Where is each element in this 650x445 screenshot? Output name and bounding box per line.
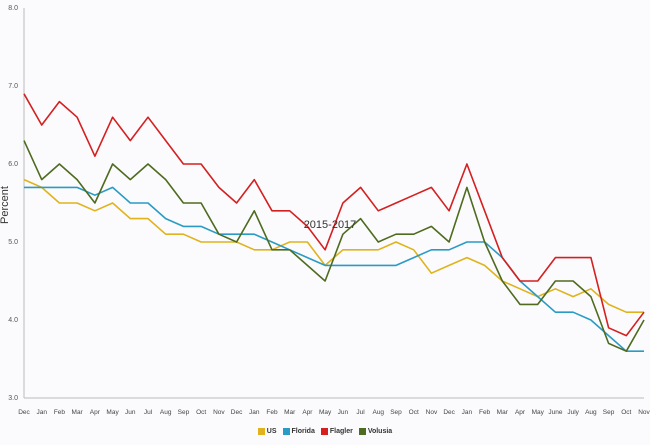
legend-swatch	[358, 428, 366, 435]
legend-label: Flagler	[329, 428, 353, 435]
legend-item-flagler: Flagler	[320, 428, 353, 435]
x-tick-label: Jul	[144, 409, 153, 416]
y-tick-label: 7.0	[8, 83, 18, 90]
legend-label: US	[266, 428, 277, 435]
y-tick-label: 8.0	[8, 5, 18, 12]
x-tick-label: Sep	[390, 409, 402, 416]
x-tick-label: Mar	[497, 409, 509, 416]
legend-item-volusia: Volusia	[358, 428, 393, 435]
x-tick-label: Oct	[409, 409, 419, 416]
x-tick-label: Nov	[213, 409, 225, 416]
x-tick-label: July	[567, 409, 579, 416]
x-tick-label: Jul	[356, 409, 365, 416]
x-tick-label: Jan	[462, 409, 473, 416]
x-tick-label: Feb	[54, 409, 66, 416]
x-tick-label: Aug	[160, 409, 172, 416]
x-tick-label: May	[532, 409, 545, 416]
x-tick-label: Mar	[284, 409, 296, 416]
x-tick-label: Mar	[72, 409, 84, 416]
y-tick-label: 3.0	[8, 395, 18, 402]
x-tick-label: Oct	[621, 409, 631, 416]
legend-label: Florida	[291, 428, 315, 435]
axes	[23, 8, 644, 399]
x-tick-label: Dec	[18, 409, 30, 416]
x-tick-label: Nov	[426, 409, 438, 416]
legend-swatch	[257, 428, 265, 435]
y-tick-label: 4.0	[8, 317, 18, 324]
series-lines	[23, 93, 645, 353]
series-line-volusia	[23, 140, 645, 353]
x-tick-label: Apr	[90, 409, 101, 416]
y-tick-labels: 3.0 4.0 5.0 6.0 7.0 8.0	[8, 5, 18, 402]
x-tick-label: Aug	[372, 409, 384, 416]
legend-label: Volusia	[367, 428, 393, 435]
x-tick-label: Dec	[231, 409, 243, 416]
x-tick-label: June	[548, 409, 562, 416]
legend-swatch	[320, 428, 328, 435]
x-tick-label: Apr	[302, 409, 313, 416]
x-tick-label: Dec	[443, 409, 455, 416]
x-tick-label: Feb	[266, 409, 278, 416]
legend-item-us: US	[257, 428, 277, 435]
x-tick-labels: Dec Jan Feb Mar Apr May Jun Jul Aug Sep Oct Nov Dec J…	[18, 409, 650, 416]
x-tick-label: Jun	[338, 409, 349, 416]
x-tick-label: Jan	[36, 409, 47, 416]
x-tick-label: Jun	[125, 409, 136, 416]
y-tick-label: 5.0	[8, 239, 18, 246]
legend-swatch	[282, 428, 290, 435]
y-axis-title: Percent	[0, 186, 11, 224]
x-tick-label: Aug	[585, 409, 597, 416]
x-tick-label: Apr	[515, 409, 526, 416]
x-tick-label: Jan	[249, 409, 260, 416]
legend-item-florida: Florida	[282, 428, 315, 435]
x-tick-label: Feb	[479, 409, 491, 416]
series-line-florida	[24, 186, 644, 353]
x-tick-label: Nov	[638, 409, 650, 416]
series-line-flagler	[23, 93, 645, 337]
y-tick-label: 6.0	[8, 161, 18, 168]
series-line-us	[23, 178, 644, 314]
x-tick-label: Oct	[196, 409, 206, 416]
x-tick-label: Sep	[603, 409, 615, 416]
x-tick-label: Sep	[178, 409, 190, 416]
legend: US Florida Flagler Volusia	[0, 428, 650, 435]
x-tick-label: May	[106, 409, 119, 416]
x-tick-label: May	[319, 409, 332, 416]
x-axis-title: 2015-2017	[304, 219, 357, 231]
